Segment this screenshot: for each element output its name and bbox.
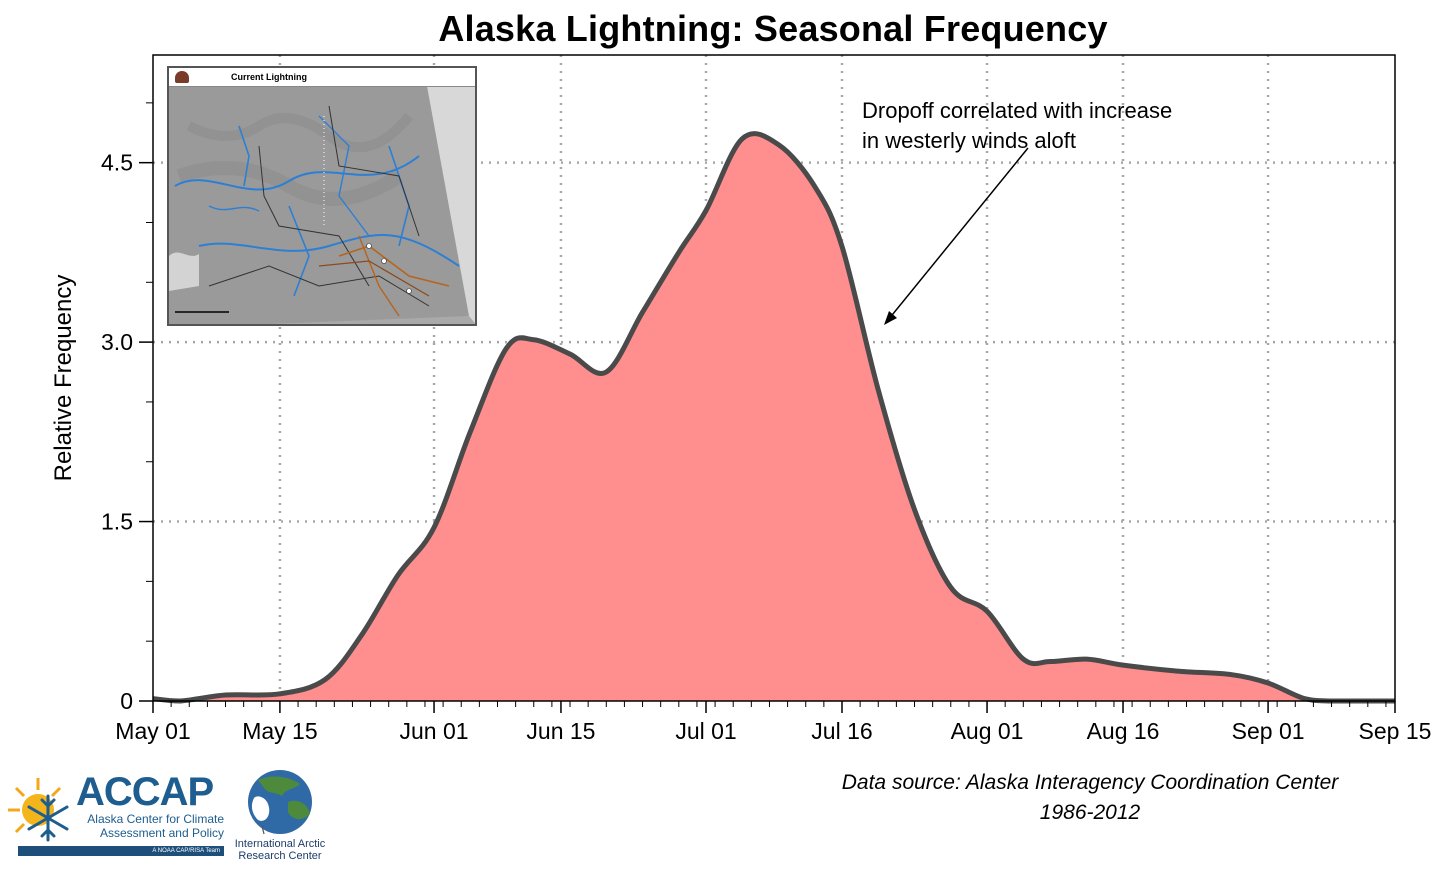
lightning-map-graphic	[169, 86, 475, 324]
x-tick-label: Aug 16	[1087, 718, 1160, 744]
data-source-line-1: Data source: Alaska Interagency Coordina…	[841, 771, 1339, 794]
x-tick-label: Sep 01	[1232, 718, 1305, 744]
iarc-name-line-2: Research Center	[238, 850, 322, 862]
plot-frame	[152, 54, 1396, 702]
y-axis-label: Relative Frequency	[50, 274, 77, 482]
x-tick-label: Jul 16	[811, 718, 872, 744]
globe-icon	[248, 770, 312, 835]
inset-header: Current Lightning	[169, 68, 475, 87]
x-tick-label: May 01	[115, 718, 190, 744]
inset-title: Current Lightning	[231, 72, 307, 82]
inset-logo-icon	[175, 71, 189, 83]
x-tick-label: May 15	[242, 718, 317, 744]
annotation-text: Dropoff correlated with increase in west…	[862, 96, 1222, 156]
y-tick-label: 3.0	[101, 329, 133, 355]
accap-subtitle-line-1: Alaska Center for Climate	[87, 812, 224, 826]
iarc-name: International Arctic Research Center	[228, 838, 332, 862]
x-tick-label: Sep 15	[1359, 718, 1432, 744]
accap-subtitle: Alaska Center for Climate Assessment and…	[62, 812, 224, 840]
accap-tagline: A NOAA CAP/RISA Team	[18, 846, 224, 856]
x-tick-label: Aug 01	[951, 718, 1024, 744]
inset-map-image: Current Lightning	[167, 66, 477, 326]
accap-subtitle-line-2: Assessment and Policy	[99, 826, 224, 840]
data-source: Data source: Alaska Interagency Coordina…	[790, 768, 1390, 828]
y-tick-label: 1.5	[101, 509, 133, 535]
sun-snowflake-icon	[8, 778, 69, 842]
axis-ticks	[139, 102, 1396, 713]
accap-wordmark: ACCAP	[76, 770, 214, 814]
y-tick-label: 0	[120, 688, 133, 714]
iarc-logo: International Arctic Research Center	[228, 768, 332, 864]
accap-logo: ACCAP Alaska Center for Climate Assessme…	[4, 768, 230, 864]
x-tick-label: Jun 01	[400, 718, 469, 744]
annotation-line-2: in westerly winds aloft	[862, 128, 1076, 153]
annotation-line-1: Dropoff correlated with increase	[862, 98, 1173, 123]
annotation-arrow	[884, 147, 1029, 325]
iarc-name-line-1: International Arctic	[234, 838, 326, 850]
y-tick-label: 4.5	[101, 150, 133, 176]
data-source-line-2: 1986-2012	[1039, 801, 1141, 824]
tick-labels: May 01 May 15 Jun 01 Jun 15 Jul 01 Jul 16 Aug …	[101, 150, 1431, 744]
x-tick-label: Jun 15	[526, 718, 595, 744]
x-tick-label: Jul 01	[675, 718, 736, 744]
chart-title: Alaska Lightning: Seasonal Frequency	[438, 8, 1108, 49]
frequency-area	[153, 133, 1395, 702]
frequency-line	[152, 131, 1395, 704]
